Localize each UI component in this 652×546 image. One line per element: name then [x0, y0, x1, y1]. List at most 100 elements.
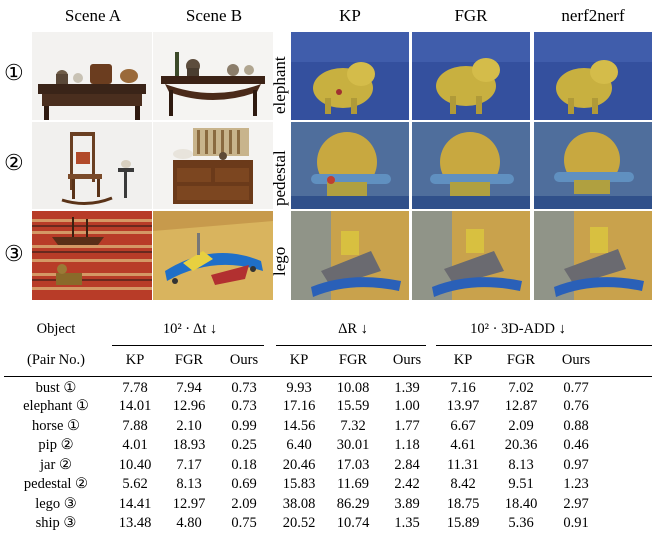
- table-cell: 4.01: [122, 437, 148, 454]
- table-cell: 14.56: [282, 417, 316, 434]
- table-cell: 12.96: [172, 398, 206, 415]
- table-cell: 7.02: [508, 380, 534, 396]
- row-object-label: ship ③: [35, 515, 77, 532]
- table-cell: 10.74: [336, 515, 370, 532]
- header-fgr: FGR: [454, 6, 488, 25]
- table-cell: 0.25: [231, 437, 257, 454]
- row-object-label: lego ③: [35, 495, 77, 512]
- table-cell: 8.13: [508, 456, 534, 473]
- row-object-label: horse ①: [31, 417, 81, 434]
- nerf2nerf-render-lego: [534, 211, 652, 300]
- table-cell: 1.00: [394, 398, 420, 415]
- sub-header: KP: [289, 351, 309, 368]
- sub-header: KP: [125, 351, 145, 368]
- table-cell: 7.94: [176, 380, 202, 396]
- table-cell: 0.97: [563, 456, 589, 473]
- table-cell: 6.40: [286, 437, 312, 454]
- row-object-label: pip ②: [38, 437, 74, 454]
- table-row: pip ② 4.01 18.93 0.25 6.40 30.01 1.18 4.61 20.36…: [4, 436, 602, 456]
- table-cell: 13.48: [118, 515, 152, 532]
- kp-render-lego: [291, 211, 409, 300]
- table-cell: 18.40: [504, 495, 538, 512]
- table-cell: 1.35: [394, 515, 420, 532]
- fgr-render-pedestal: [412, 122, 530, 209]
- table-cell: 0.88: [563, 417, 589, 434]
- table-cell: 1.77: [394, 417, 420, 434]
- header-scene-b: Scene B: [185, 6, 243, 25]
- header-nerf2nerf: nerf2nerf: [561, 6, 625, 25]
- scene-label-elephant: elephant: [270, 56, 289, 114]
- row-object-label: pedestal ②: [23, 476, 89, 493]
- row-marker-1: ①: [4, 60, 24, 85]
- results-table: Object 10² · Δt ↓ ΔR ↓ 10² · 3D-ADD ↓ (P…: [4, 314, 602, 534]
- nerf2nerf-render-pedestal: [534, 122, 652, 209]
- table-cell: 0.99: [231, 417, 257, 434]
- table-cell: 0.18: [231, 456, 257, 473]
- table-cell: 0.73: [231, 398, 257, 415]
- table-cell: 1.23: [563, 476, 589, 493]
- table-cell: 38.08: [282, 495, 316, 512]
- table-cell: 15.83: [282, 476, 316, 493]
- header-scene-a: Scene A: [64, 6, 122, 25]
- table-cell: 17.16: [282, 398, 316, 415]
- group-header-dt: 10² · Δt ↓: [162, 320, 218, 337]
- table-row: bust ① 7.78 7.94 0.73 9.93 10.08 1.39 7.16 7.02 0…: [4, 376, 602, 397]
- sub-header: Ours: [561, 351, 591, 368]
- table-cell: 1.39: [394, 380, 420, 396]
- row-object-label: bust ①: [35, 380, 77, 396]
- table-cell: 8.13: [176, 476, 202, 493]
- table-cell: 15.59: [336, 398, 370, 415]
- header-kp: KP: [339, 6, 361, 25]
- kp-render-pedestal: [291, 122, 409, 209]
- table-cell: 4.80: [176, 515, 202, 532]
- table-cell: 7.32: [340, 417, 366, 434]
- table-cell: 7.88: [122, 417, 148, 434]
- fgr-render-elephant: [412, 32, 530, 120]
- table-cell: 30.01: [336, 437, 370, 454]
- scene-a-photo-2: [32, 122, 152, 209]
- sub-header: FGR: [338, 351, 368, 368]
- group-header-add: 10² · 3D-ADD ↓: [470, 320, 566, 337]
- row-object-label: elephant ①: [23, 398, 89, 415]
- scene-a-photo-1: [32, 32, 152, 120]
- table-row: lego ③ 14.41 12.97 2.09 38.08 86.29 3.89 18.75 1…: [4, 495, 602, 515]
- col-header-object: Object: [36, 320, 76, 337]
- scene-a-photo-3: [32, 211, 152, 300]
- table-cell: 20.52: [282, 515, 316, 532]
- table-cell: 2.09: [231, 495, 257, 512]
- table-cell: 2.42: [394, 476, 420, 493]
- table-cell: 0.69: [231, 476, 257, 493]
- table-cell: 9.93: [286, 380, 312, 396]
- row-marker-3: ③: [4, 241, 24, 266]
- table-cell: 15.89: [446, 515, 480, 532]
- table-row: pedestal ② 5.62 8.13 0.69 15.83 11.69 2.42 8.42…: [4, 475, 602, 495]
- sub-header: Ours: [229, 351, 259, 368]
- table-cell: 12.97: [172, 495, 206, 512]
- table-cell: 0.76: [563, 398, 589, 415]
- table-cell: 0.73: [231, 380, 257, 396]
- table-cell: 2.10: [176, 417, 202, 434]
- table-row: jar ② 10.40 7.17 0.18 20.46 17.03 2.84 11.31 8.1…: [4, 456, 602, 476]
- table-row: elephant ① 14.01 12.96 0.73 17.16 15.59 1.00 13…: [4, 397, 602, 417]
- table-cell: 18.93: [172, 437, 206, 454]
- sub-header: Ours: [392, 351, 422, 368]
- table-cell: 10.40: [118, 456, 152, 473]
- sub-header: KP: [453, 351, 473, 368]
- fgr-render-lego: [412, 211, 530, 300]
- table-cell: 7.17: [176, 456, 202, 473]
- table-cell: 14.41: [118, 495, 152, 512]
- nerf2nerf-render-elephant: [534, 32, 652, 120]
- group-header-dr: ΔR ↓: [338, 320, 368, 337]
- table-cell: 20.46: [282, 456, 316, 473]
- table-cell: 9.51: [508, 476, 534, 493]
- row-marker-2: ②: [4, 150, 24, 175]
- table-row: ship ③ 13.48 4.80 0.75 20.52 10.74 1.35 15.89 5.…: [4, 514, 602, 534]
- table-cell: 2.97: [563, 495, 589, 512]
- table-cell: 18.75: [446, 495, 480, 512]
- table-cell: 6.67: [450, 417, 476, 434]
- table-cell: 5.62: [122, 476, 148, 493]
- table-cell: 2.84: [394, 456, 420, 473]
- table-cell: 7.16: [450, 380, 476, 396]
- table-cell: 2.09: [508, 417, 534, 434]
- sub-header: FGR: [174, 351, 204, 368]
